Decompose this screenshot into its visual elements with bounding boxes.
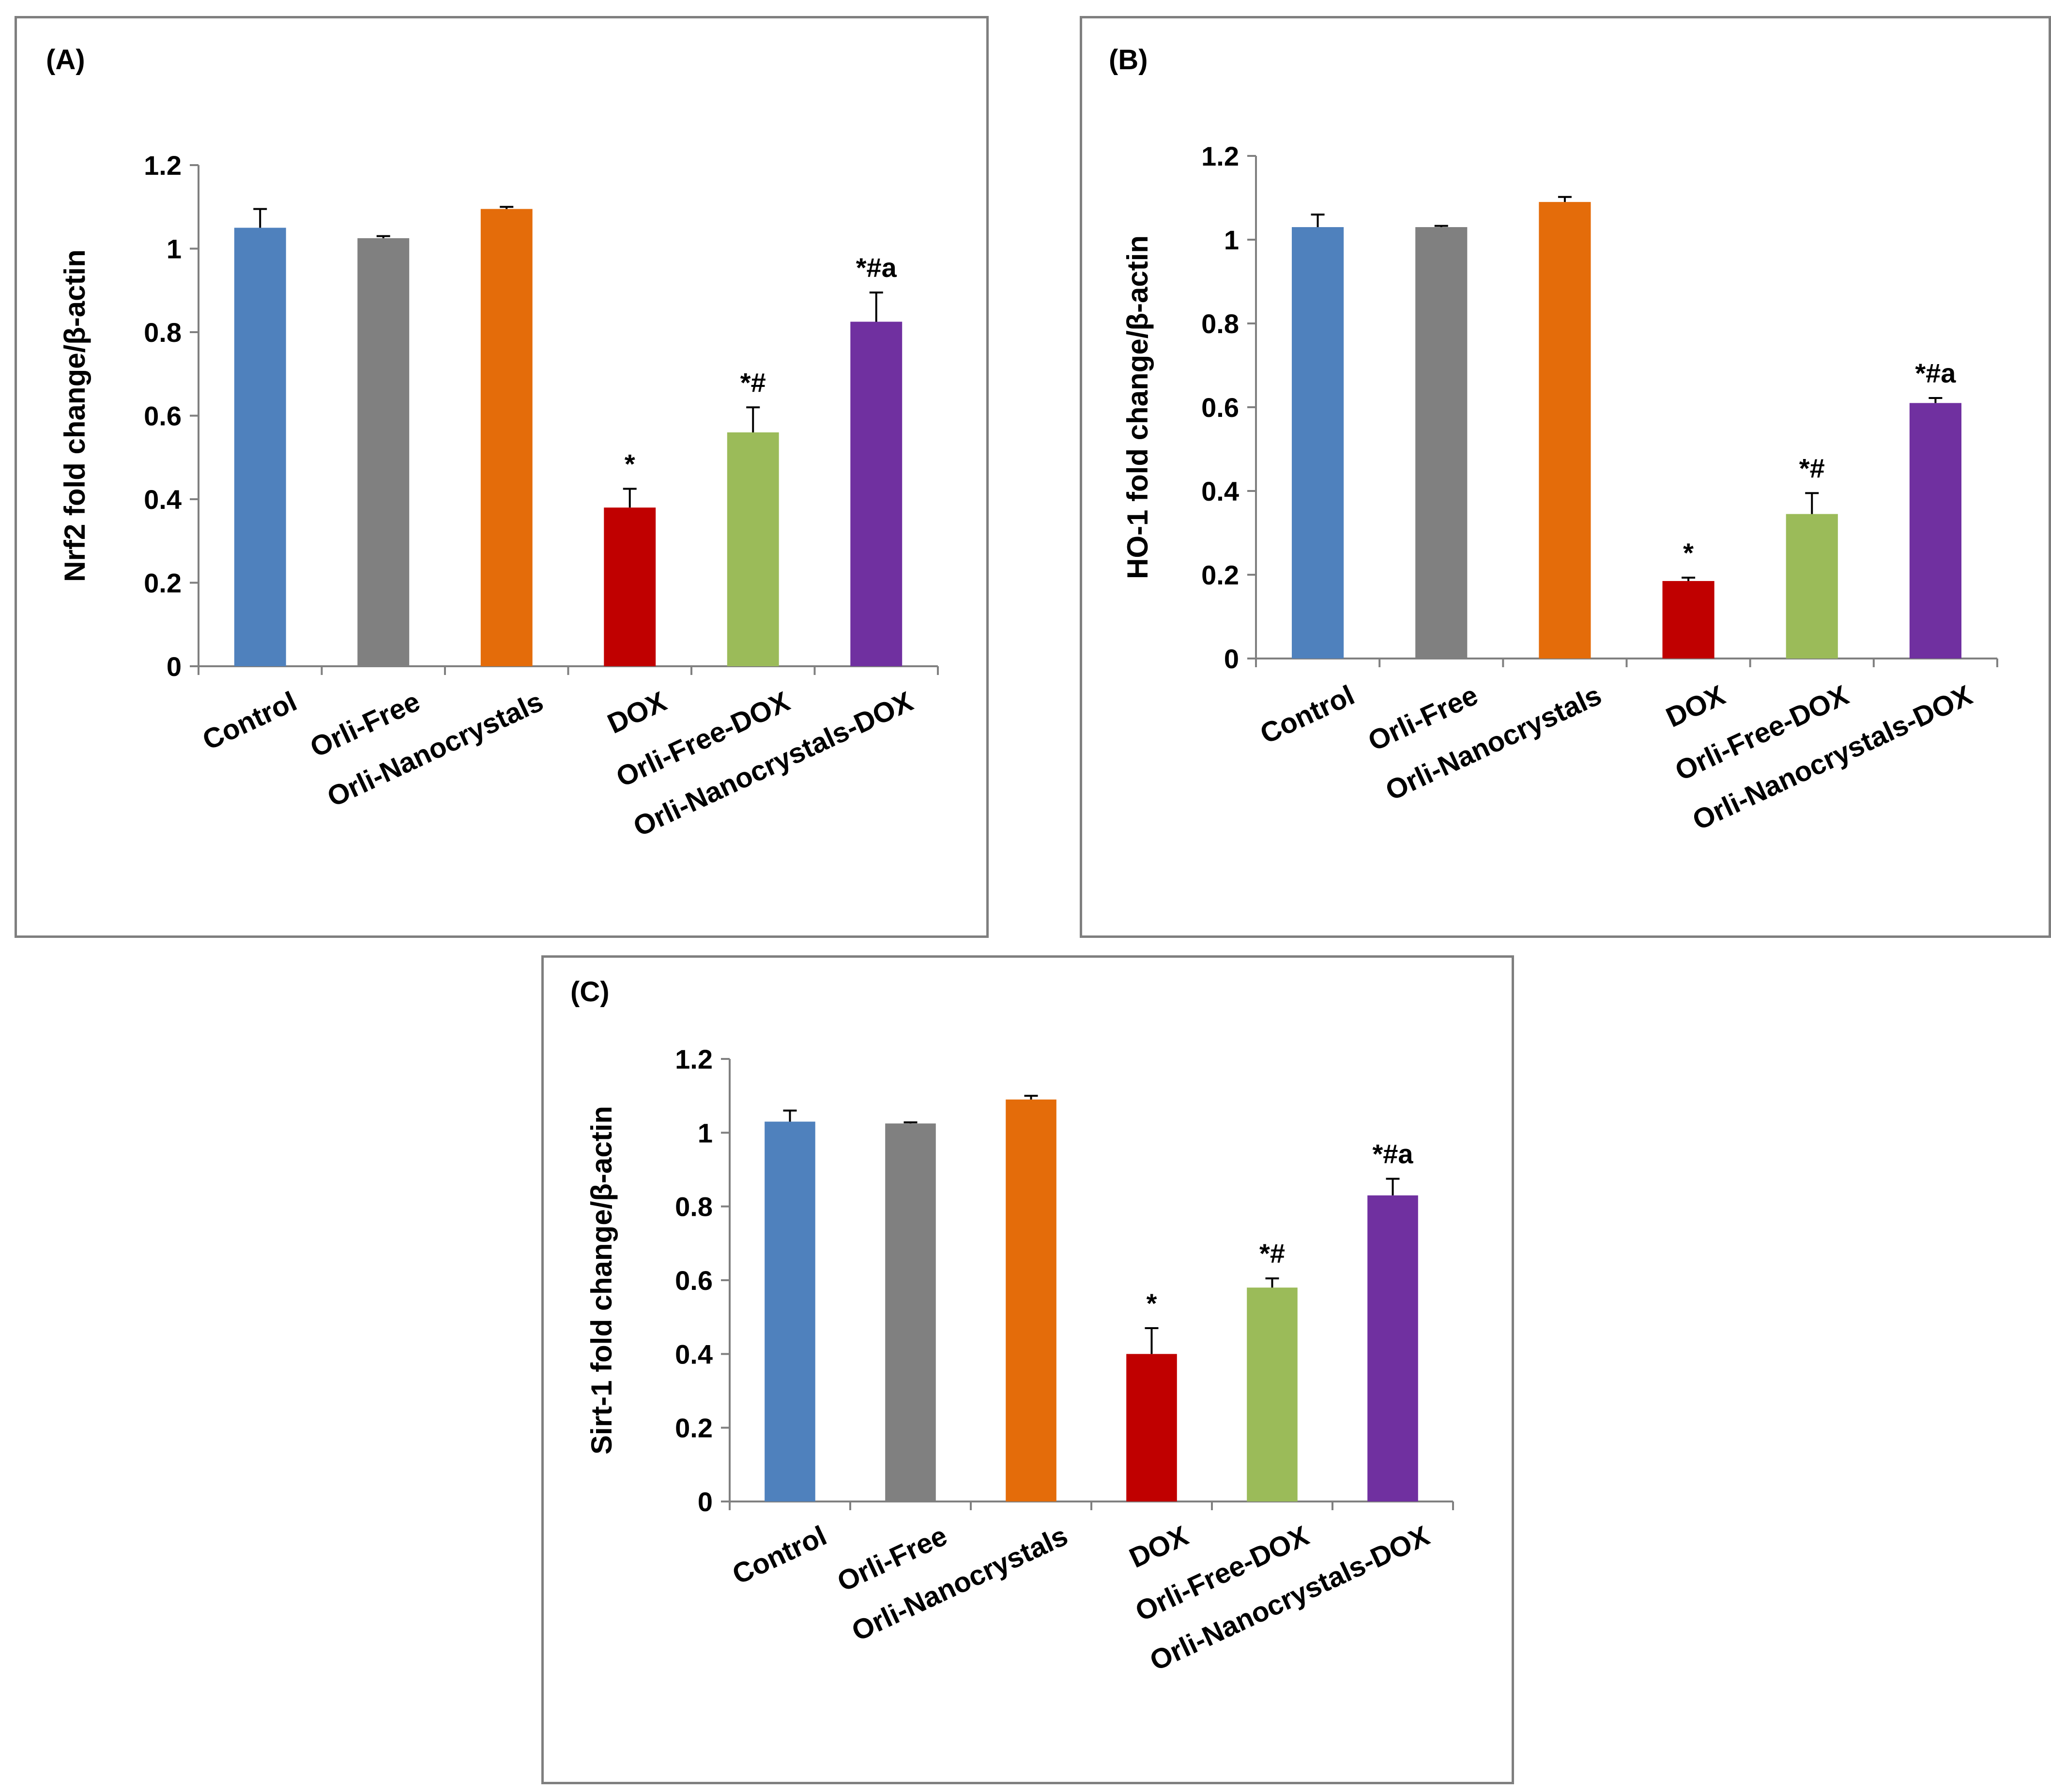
y-tick-label: 0 <box>698 1486 713 1517</box>
y-tick-label: 0.8 <box>144 317 182 348</box>
bar <box>885 1123 936 1501</box>
x-tick-label: Control <box>1255 679 1359 750</box>
bar <box>1786 514 1838 659</box>
chart-panel-b: (B) 0 0.2 0.4 0.6 0.8 1 1.2 HO-1 fold change/β-a… <box>1080 16 2051 938</box>
y-tick-label: 1 <box>698 1118 713 1148</box>
y-tick-label: 1 <box>1224 225 1239 255</box>
bar <box>1291 227 1344 659</box>
chart-svg-a: (A) 0 0.2 0.4 0.6 0.8 1 1.2 Nrf2 fold change/β-a… <box>46 44 939 842</box>
x-tick-label: DOX <box>1125 1520 1194 1574</box>
panel-label: (A) <box>46 44 85 76</box>
y-axis-label: Sirt-1 fold change/β-actin <box>585 1106 618 1455</box>
x-tick-label: DOX <box>1661 679 1730 734</box>
bar <box>604 507 656 666</box>
bar <box>1006 1099 1056 1501</box>
panel-label: (C) <box>570 976 610 1008</box>
y-tick-label: 0 <box>167 651 182 682</box>
x-tick-label: Orli-Nanocrystals <box>322 686 548 813</box>
y-tick-label: 0.2 <box>144 568 182 598</box>
bar <box>1662 581 1714 659</box>
bar <box>765 1121 815 1501</box>
bar <box>1126 1354 1177 1501</box>
bar <box>1247 1287 1298 1501</box>
x-tick-label: DOX <box>603 686 672 740</box>
y-tick-label: 0.6 <box>1201 392 1239 423</box>
significance-label: * <box>1147 1288 1157 1318</box>
y-tick-label: 0.8 <box>675 1192 713 1222</box>
y-tick-label: 0.2 <box>1201 560 1239 590</box>
bar <box>1367 1195 1418 1501</box>
y-tick-label: 0.8 <box>1201 308 1239 339</box>
y-tick-label: 0 <box>1224 643 1239 674</box>
significance-label: *# <box>1259 1238 1285 1269</box>
significance-label: *#a <box>1915 358 1956 388</box>
y-axis-label: HO-1 fold change/β-actin <box>1121 235 1154 579</box>
significance-label: *# <box>1799 453 1825 483</box>
y-tick-label: 1.2 <box>144 150 182 181</box>
significance-label: *# <box>740 367 766 398</box>
chart-svg-c: (C) 0 0.2 0.4 0.6 0.8 1 1.2 Sirt-1 fold change/β… <box>570 976 1454 1677</box>
significance-label: *#a <box>1372 1139 1413 1169</box>
bar <box>850 322 903 666</box>
x-tick-label: Orli-Nanocrystals <box>1381 679 1607 807</box>
significance-label: * <box>625 448 635 479</box>
chart-panel-a: (A) 0 0.2 0.4 0.6 0.8 1 1.2 Nrf2 fold change/β-a… <box>15 16 989 938</box>
chart-panel-c: (C) 0 0.2 0.4 0.6 0.8 1 1.2 Sirt-1 fold change/β… <box>541 955 1514 1784</box>
bar <box>1415 227 1468 659</box>
y-tick-label: 0.2 <box>675 1413 713 1443</box>
x-tick-label: Control <box>728 1520 831 1591</box>
chart-svg-b: (B) 0 0.2 0.4 0.6 0.8 1 1.2 HO-1 fold change/β-a… <box>1109 44 1998 836</box>
bar <box>1909 403 1962 659</box>
y-tick-label: 1.2 <box>1201 141 1239 171</box>
bar <box>727 432 779 666</box>
panel-label: (B) <box>1109 44 1148 76</box>
y-tick-label: 0.4 <box>1201 476 1239 506</box>
significance-label: * <box>1683 537 1694 568</box>
y-tick-label: 0.6 <box>144 401 182 431</box>
x-tick-label: Control <box>198 686 301 756</box>
y-tick-label: 1.2 <box>675 1044 713 1074</box>
y-axis-label: Nrf2 fold change/β-actin <box>59 249 91 582</box>
significance-label: *#a <box>856 252 897 283</box>
y-tick-label: 0.4 <box>675 1339 713 1369</box>
bar <box>357 238 410 666</box>
bar <box>480 209 533 666</box>
y-tick-label: 0.4 <box>144 484 182 515</box>
y-tick-label: 0.6 <box>675 1265 713 1296</box>
bar <box>1539 202 1591 659</box>
y-tick-label: 1 <box>167 234 182 264</box>
x-tick-label: Orli-Nanocrystals <box>847 1520 1072 1647</box>
bar <box>234 228 286 666</box>
